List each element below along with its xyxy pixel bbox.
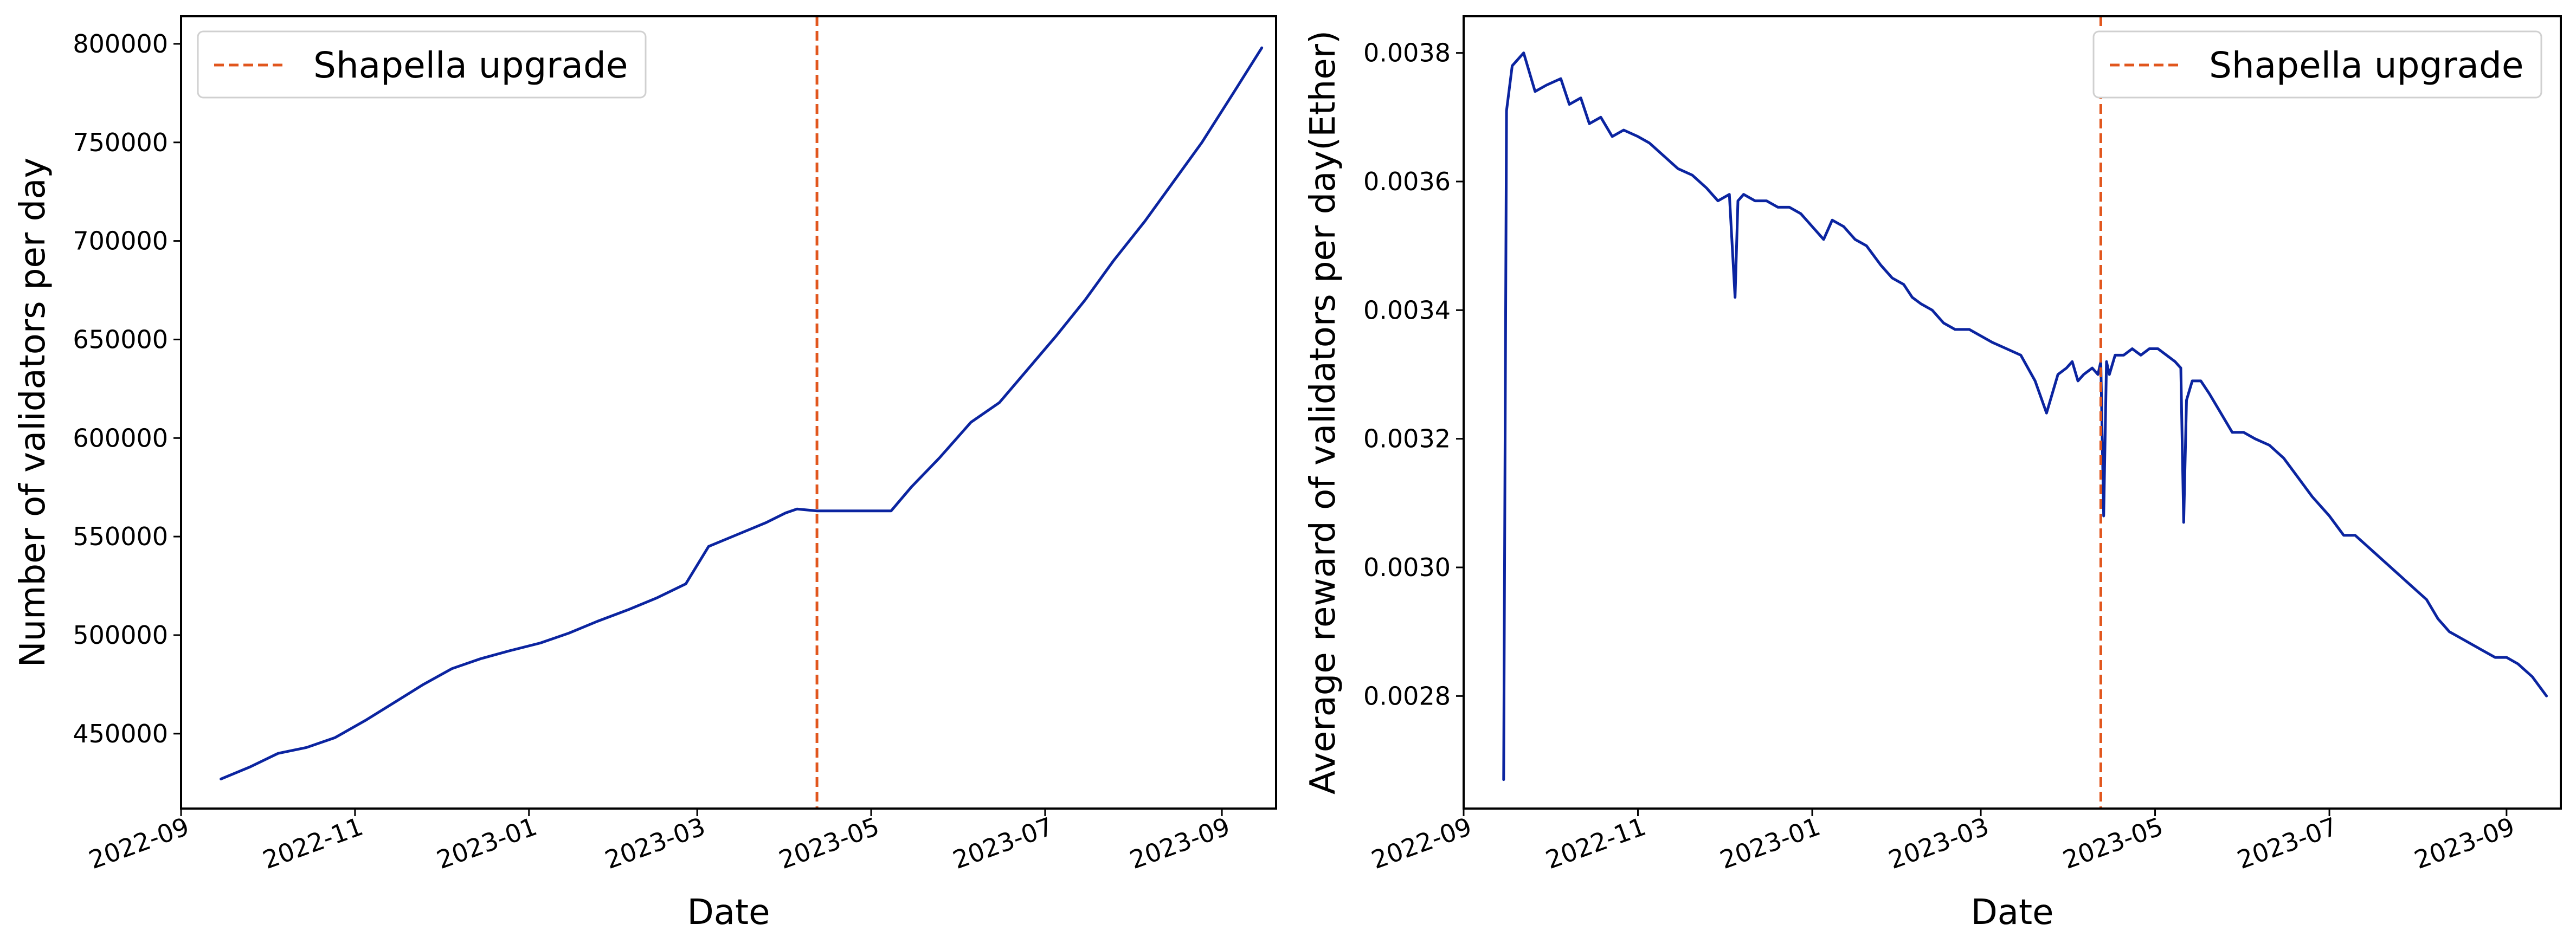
- left-y-tick-label: 550000: [73, 522, 168, 551]
- right-x-tick-label: 2023-01: [1716, 812, 1824, 875]
- right-x-tick-label: 2022-09: [1368, 812, 1476, 875]
- right-axes-frame: [1463, 15, 2562, 810]
- right-x-axis: 2022-09 2022-11 2023-01 2023-03 2023-05 2023-…: [1368, 809, 2519, 875]
- left-y-tick-label: 450000: [73, 719, 168, 748]
- right-x-axis-label: Date: [1971, 893, 2054, 933]
- left-y-tick-label: 750000: [73, 128, 168, 157]
- right-x-tick-label: 2023-05: [2059, 812, 2167, 875]
- right-y-tick-label: 0.0036: [1363, 167, 1451, 196]
- right-series-line: [1502, 51, 2548, 781]
- left-x-tick-label: 2023-07: [949, 812, 1057, 875]
- right-y-axis: 0.0028 0.0030 0.0032 0.0034 0.0036 0.0038: [1363, 38, 1464, 710]
- right-legend-box: [2092, 30, 2542, 99]
- left-x-tick-label: 2023-09: [1126, 812, 1234, 875]
- left-plot-area: [220, 16, 1264, 809]
- right-legend-label: Shapella upgrade: [2209, 44, 2523, 86]
- left-chart: 450000 500000 550000 600000 650000 700000 7500…: [13, 15, 1277, 933]
- left-y-tick-label: 800000: [73, 29, 168, 59]
- left-legend-label: Shapella upgrade: [313, 44, 628, 86]
- left-y-tick-label: 700000: [73, 227, 168, 256]
- right-x-tick-label: 2023-03: [1885, 812, 1993, 875]
- left-x-tick-label: 2023-03: [601, 812, 709, 875]
- right-y-tick-label: 0.0028: [1363, 681, 1451, 710]
- right-y-tick-label: 0.0032: [1363, 424, 1451, 454]
- left-axes-frame: [180, 15, 1277, 810]
- left-legend: Shapella upgrade: [197, 30, 647, 99]
- left-legend-box: [197, 30, 647, 99]
- left-x-axis: 2022-09 2022-11 2023-01 2023-03 2023-05 2023-…: [85, 809, 1234, 875]
- right-legend: Shapella upgrade: [2092, 30, 2542, 99]
- right-y-tick-label: 0.0030: [1363, 553, 1451, 582]
- right-x-tick-label: 2023-09: [2411, 812, 2519, 875]
- left-y-tick-label: 600000: [73, 423, 168, 453]
- left-x-tick-label: 2022-09: [85, 812, 193, 875]
- left-series-line: [220, 46, 1264, 780]
- left-y-axis: 450000 500000 550000 600000 650000 700000 7500…: [73, 29, 181, 748]
- right-x-tick-label: 2022-11: [1542, 812, 1650, 875]
- right-chart: 0.0028 0.0030 0.0032 0.0034 0.0036 0.0038 202…: [1303, 15, 2562, 933]
- right-y-tick-label: 0.0038: [1363, 38, 1451, 68]
- left-x-tick-label: 2023-01: [433, 812, 540, 875]
- right-y-tick-label: 0.0034: [1363, 295, 1451, 325]
- left-y-tick-label: 650000: [73, 325, 168, 354]
- left-x-axis-label: Date: [687, 893, 770, 933]
- left-y-axis-label: Number of validators per day: [13, 158, 53, 668]
- left-x-tick-label: 2022-11: [259, 812, 367, 875]
- right-plot-area: [1502, 16, 2548, 809]
- right-x-tick-label: 2023-07: [2233, 812, 2341, 875]
- right-y-axis-label: Average reward of validators per day(Eth…: [1303, 30, 1343, 794]
- left-y-tick-label: 500000: [73, 621, 168, 650]
- left-x-tick-label: 2023-05: [775, 812, 883, 875]
